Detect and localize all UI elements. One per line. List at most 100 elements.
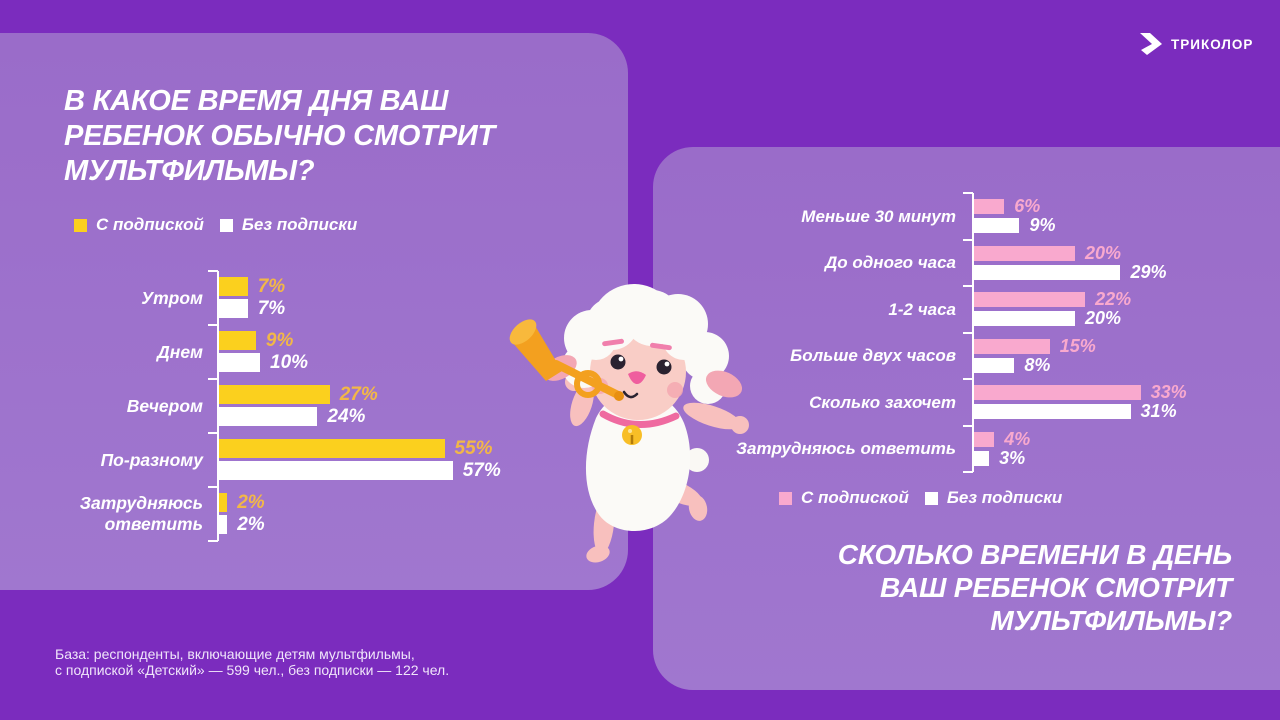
bar-line: 33% — [974, 382, 1278, 402]
brand-name: ТРИКОЛОР — [1171, 36, 1254, 52]
bar-unsubscribed — [974, 264, 1121, 280]
bar-line: 8% — [974, 354, 1278, 375]
bar-subscribed — [974, 431, 995, 447]
chart-row: Сколько захочет 33% 31% — [660, 378, 1278, 426]
legend-item-unsubscribed: Без подписки — [924, 488, 1063, 508]
chart-row: До одного часа 20% 29% — [660, 238, 1278, 286]
bar-subscribed — [219, 277, 248, 296]
legend-label: Без подписки — [946, 488, 1063, 507]
bar-group: 15% 8% — [963, 331, 1278, 379]
bar-group: 33% 31% — [963, 378, 1278, 426]
value-label: 9% — [1029, 215, 1056, 235]
value-label: 22% — [1095, 289, 1132, 309]
legend-label: Без подписки — [241, 215, 358, 234]
bar-line: 10% — [219, 351, 625, 373]
chart-row: Затрудняюсь ответить 4% 3% — [660, 424, 1278, 473]
bar-line: 2% — [219, 513, 625, 535]
bar-group: 55% 57% — [208, 432, 625, 487]
bar-subscribed — [219, 493, 228, 512]
value-label: 20% — [1085, 242, 1122, 263]
value-label: 33% — [1150, 382, 1187, 402]
value-label: 2% — [237, 513, 265, 535]
category-label: Затрудняюсь ответить — [736, 439, 956, 459]
sample-base-footnote: База: респонденты, включающие детям муль… — [55, 646, 449, 678]
value-label: 3% — [999, 447, 1026, 468]
legend-label: С подпиской — [96, 215, 204, 234]
bar-line: 7% — [219, 298, 625, 319]
right-chart-panel — [653, 147, 1280, 690]
title-line: В КАКОЕ ВРЕМЯ ДНЯ ВАШ — [64, 85, 449, 117]
bar-unsubscribed — [974, 218, 1020, 233]
bar-unsubscribed — [974, 404, 1131, 419]
value-label: 9% — [265, 329, 294, 351]
bar-group: 7% 7% — [208, 270, 625, 325]
bar-unsubscribed — [219, 461, 453, 480]
sheep-mascot-illustration — [509, 284, 749, 563]
bar-group: 9% 10% — [208, 324, 625, 379]
value-label: 24% — [327, 405, 366, 427]
bar-subscribed — [974, 292, 1086, 307]
bar-line: 2% — [219, 491, 625, 513]
bar-subscribed — [974, 338, 1050, 354]
bar-line: 6% — [974, 196, 1278, 216]
bar-subscribed — [219, 331, 256, 350]
bar-line: 7% — [219, 275, 625, 297]
left-bar-chart: Утром 7% 7% Днем 9% 10% Вечером 27% 24% По-разном… — [0, 270, 625, 542]
legend-item-subscribed: С подпиской — [74, 215, 204, 235]
brand-logo: ТРИКОЛОР — [1138, 32, 1253, 56]
bar-group: 6% 9% — [963, 192, 1278, 240]
bar-unsubscribed — [219, 299, 248, 318]
right-bar-chart: Меньше 30 минут 6% 9% До одного часа 20% 29% 1… — [660, 192, 1278, 473]
bar-line: 9% — [974, 215, 1278, 235]
category-label: Меньше 30 минут — [801, 206, 956, 226]
chart-row: Затрудняюсь ответить 2% 2% — [0, 486, 625, 542]
legend-item-subscribed: С подпиской — [779, 488, 909, 508]
right-chart-legend: С подпиской Без подписки — [779, 488, 1062, 508]
category-label: Днем — [157, 341, 203, 362]
left-chart-title: В КАКОЕ ВРЕМЯ ДНЯ ВАШ РЕБЕНОК ОБЫЧНО СМО… — [64, 84, 495, 189]
category-label: Вечером — [126, 395, 203, 416]
bar-subscribed — [974, 385, 1141, 400]
bar-line: 55% — [219, 438, 625, 459]
value-label: 6% — [1014, 196, 1041, 216]
bar-unsubscribed — [219, 407, 318, 426]
bar-line: 20% — [974, 308, 1278, 328]
chart-row: По-разному 55% 57% — [0, 432, 625, 487]
legend-label: С подпиской — [801, 488, 909, 507]
legend-item-unsubscribed: Без подписки — [219, 215, 358, 235]
right-chart-title: СКОЛЬКО ВРЕМЕНИ В ДЕНЬ ВАШ РЕБЕНОК СМОТР… — [838, 538, 1232, 637]
value-label: 29% — [1130, 261, 1167, 282]
chart-row: Утром 7% 7% — [0, 270, 625, 325]
value-label: 27% — [339, 383, 378, 405]
bar-unsubscribed — [974, 357, 1015, 373]
value-label: 2% — [237, 491, 265, 513]
bar-line: 9% — [219, 329, 625, 351]
bar-subscribed — [219, 439, 445, 458]
value-label: 8% — [1024, 354, 1051, 375]
left-chart-panel — [0, 33, 628, 590]
bar-line: 20% — [974, 242, 1278, 263]
chart-row: Вечером 27% 24% — [0, 378, 625, 433]
footnote-line: База: респонденты, включающие детям муль… — [55, 646, 415, 662]
bar-group: 20% 29% — [963, 238, 1278, 286]
category-label: Затрудняюсь ответить — [79, 493, 203, 534]
left-chart-legend: С подпиской Без подписки — [74, 215, 357, 235]
bar-group: 2% 2% — [208, 486, 625, 542]
category-label: 1-2 часа — [888, 299, 956, 319]
bar-group: 4% 3% — [963, 424, 1278, 473]
value-label: 10% — [270, 351, 309, 373]
bar-line: 22% — [974, 289, 1278, 309]
bar-line: 57% — [219, 460, 625, 481]
category-label: Сколько захочет — [809, 392, 956, 412]
title-line: СКОЛЬКО ВРЕМЕНИ В ДЕНЬ — [837, 539, 1232, 570]
value-label: 31% — [1140, 401, 1177, 421]
bar-group: 22% 20% — [963, 285, 1278, 333]
bar-line: 27% — [219, 383, 625, 405]
bar-group: 27% 24% — [208, 378, 625, 433]
category-label: До одного часа — [825, 253, 956, 273]
value-label: 7% — [257, 275, 286, 297]
bar-unsubscribed — [974, 450, 990, 466]
bar-line: 29% — [974, 261, 1278, 282]
title-line: МУЛЬТФИЛЬМЫ? — [64, 155, 315, 187]
title-line: РЕБЕНОК ОБЫЧНО СМОТРИТ — [64, 120, 496, 152]
